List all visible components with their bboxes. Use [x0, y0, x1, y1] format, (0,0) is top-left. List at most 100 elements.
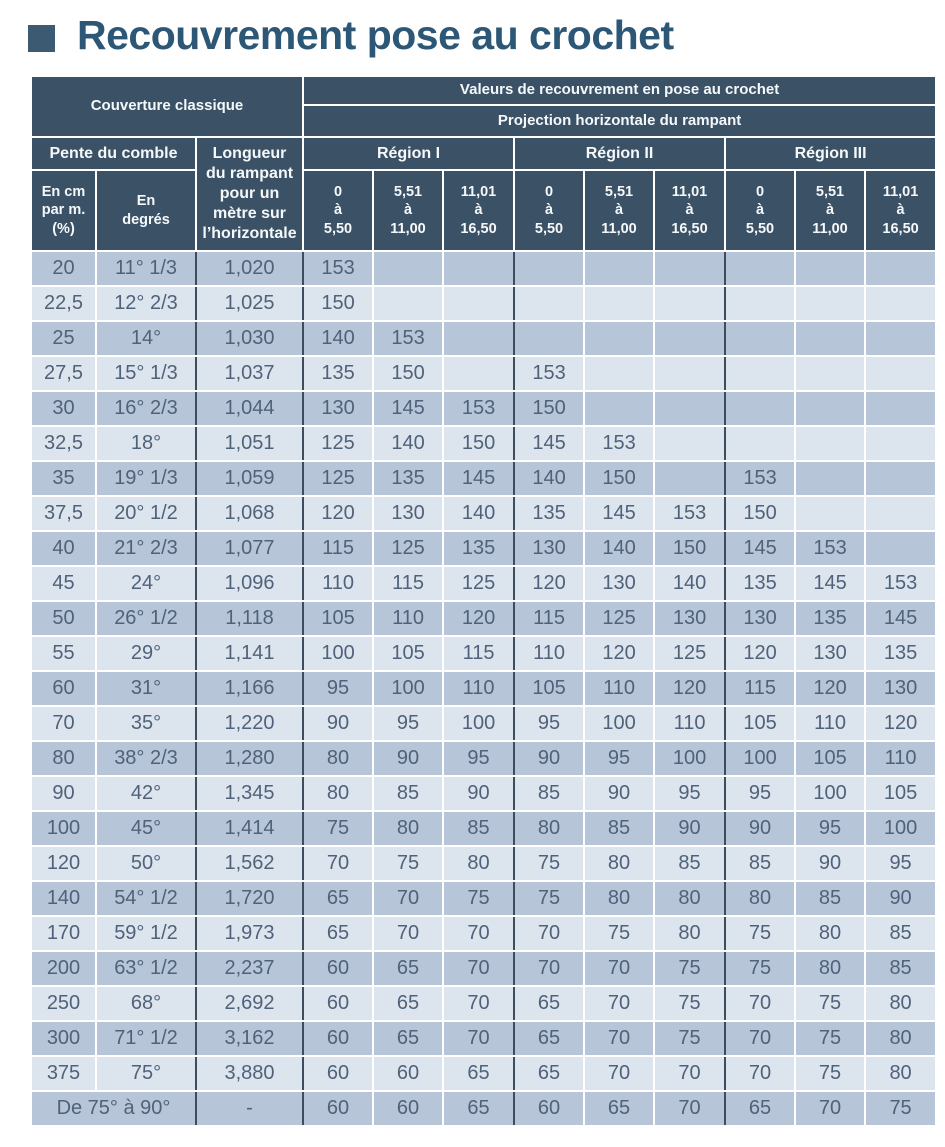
header-range-r3-3: 11,01 à 16,50 [864, 169, 938, 252]
value-cell: 95 [653, 775, 727, 812]
value-cell: 125 [583, 600, 656, 637]
value-cell: 135 [794, 600, 867, 637]
value-cell: 130 [372, 495, 445, 532]
pente-degres-cell: 75° [95, 1055, 197, 1092]
value-cell: 70 [583, 1020, 656, 1057]
longueur-cell: 1,720 [194, 880, 305, 917]
header-region-2: Région II [513, 136, 727, 171]
longueur-cell: 1,037 [194, 355, 305, 392]
value-cell: 60 [302, 1055, 375, 1092]
value-cell: 130 [583, 565, 656, 602]
pente-cm-cell: 50 [30, 600, 97, 637]
header-range-r1-2: 5,51 à 11,00 [372, 169, 445, 252]
pente-degres-cell: 19° 1/3 [95, 460, 197, 497]
value-cell: 95 [513, 705, 586, 742]
value-cell: 70 [794, 1090, 867, 1127]
value-cell: 140 [583, 530, 656, 567]
value-cell: 60 [372, 1055, 445, 1092]
value-cell: 153 [513, 355, 586, 392]
value-cell: 85 [583, 810, 656, 847]
table-row: 100 45° 1,414 75 80 85 80 85 90 90 95 100 [30, 810, 938, 847]
value-cell: 90 [724, 810, 797, 847]
value-cell [724, 425, 797, 462]
longueur-cell: 1,025 [194, 285, 305, 322]
table-row: 120 50° 1,562 70 75 80 75 80 85 85 90 95 [30, 845, 938, 882]
value-cell: 150 [372, 355, 445, 392]
value-cell: 80 [302, 740, 375, 777]
pente-cm-cell: 90 [30, 775, 97, 812]
table-row: 200 63° 1/2 2,237 60 65 70 70 70 75 75 80 85 [30, 950, 938, 987]
table-row: 40 21° 2/3 1,077 115 125 135 130 140 150 145 153 [30, 530, 938, 567]
value-cell: 100 [794, 775, 867, 812]
value-cell: 75 [653, 950, 727, 987]
value-cell: 75 [794, 1020, 867, 1057]
value-cell: 120 [442, 600, 516, 637]
value-cell: 135 [724, 565, 797, 602]
value-cell: 95 [864, 845, 938, 882]
pente-cm-cell: 170 [30, 915, 97, 952]
value-cell [724, 390, 797, 427]
value-cell: 150 [513, 390, 586, 427]
value-cell: 90 [583, 775, 656, 812]
value-cell: 60 [302, 1090, 375, 1127]
longueur-cell: 1,973 [194, 915, 305, 952]
value-cell [794, 355, 867, 392]
value-cell: 150 [302, 285, 375, 322]
value-cell [864, 425, 938, 462]
value-cell [583, 390, 656, 427]
pente-degres-cell: 14° [95, 320, 197, 357]
value-cell: 70 [442, 915, 516, 952]
value-cell [794, 320, 867, 357]
pente-cm-cell: 30 [30, 390, 97, 427]
value-cell: 150 [442, 425, 516, 462]
table-row: 45 24° 1,096 110 115 125 120 130 140 135 145 153 [30, 565, 938, 602]
value-cell: 80 [513, 810, 586, 847]
value-cell: 60 [513, 1090, 586, 1127]
value-cell: 135 [302, 355, 375, 392]
value-cell [653, 320, 727, 357]
value-cell: 70 [513, 950, 586, 987]
table-row: 140 54° 1/2 1,720 65 70 75 75 80 80 80 85 90 [30, 880, 938, 917]
value-cell: 120 [864, 705, 938, 742]
pente-cm-cell: 45 [30, 565, 97, 602]
header-range-r3-1: 0 à 5,50 [724, 169, 797, 252]
value-cell: 105 [864, 775, 938, 812]
value-cell: 100 [724, 740, 797, 777]
value-cell: 153 [653, 495, 727, 532]
pente-cm-cell: 27,5 [30, 355, 97, 392]
header-valeurs-recouvrement: Valeurs de recouvrement en pose au croch… [302, 75, 938, 106]
value-cell: 70 [513, 915, 586, 952]
value-cell: 70 [653, 1090, 727, 1127]
value-cell: 120 [653, 670, 727, 707]
table-header: Couverture classique Valeurs de recouvre… [29, 75, 938, 252]
page-title: Recouvrement pose au crochet [77, 12, 674, 58]
value-cell: 65 [513, 1055, 586, 1092]
value-cell: 105 [724, 705, 797, 742]
header-range-r2-3: 11,01 à 16,50 [653, 169, 727, 252]
table-row: 37,5 20° 1/2 1,068 120 130 140 135 145 153 150 [30, 495, 938, 532]
pente-degres-cell: 42° [95, 775, 197, 812]
value-cell: 80 [653, 915, 727, 952]
pente-degres-cell: 59° 1/2 [95, 915, 197, 952]
square-bullet-icon [28, 25, 55, 52]
pente-cm-cell: 200 [30, 950, 97, 987]
value-cell: 90 [372, 740, 445, 777]
pente-degres-cell: 18° [95, 425, 197, 462]
table-row: 30 16° 2/3 1,044 130 145 153 150 [30, 390, 938, 427]
value-cell: 95 [724, 775, 797, 812]
value-cell: 130 [302, 390, 375, 427]
value-cell: 153 [794, 530, 867, 567]
value-cell [794, 285, 867, 322]
value-cell: 145 [442, 460, 516, 497]
value-cell [513, 320, 586, 357]
value-cell: 75 [794, 1055, 867, 1092]
value-cell: 150 [724, 495, 797, 532]
value-cell: 75 [372, 845, 445, 882]
value-cell [724, 250, 797, 287]
value-cell: 110 [372, 600, 445, 637]
value-cell: 65 [513, 985, 586, 1022]
header-pente-du-comble: Pente du comble [30, 136, 197, 171]
pente-cm-cell: 40 [30, 530, 97, 567]
header-range-r2-2: 5,51 à 11,00 [583, 169, 656, 252]
value-cell: 130 [864, 670, 938, 707]
